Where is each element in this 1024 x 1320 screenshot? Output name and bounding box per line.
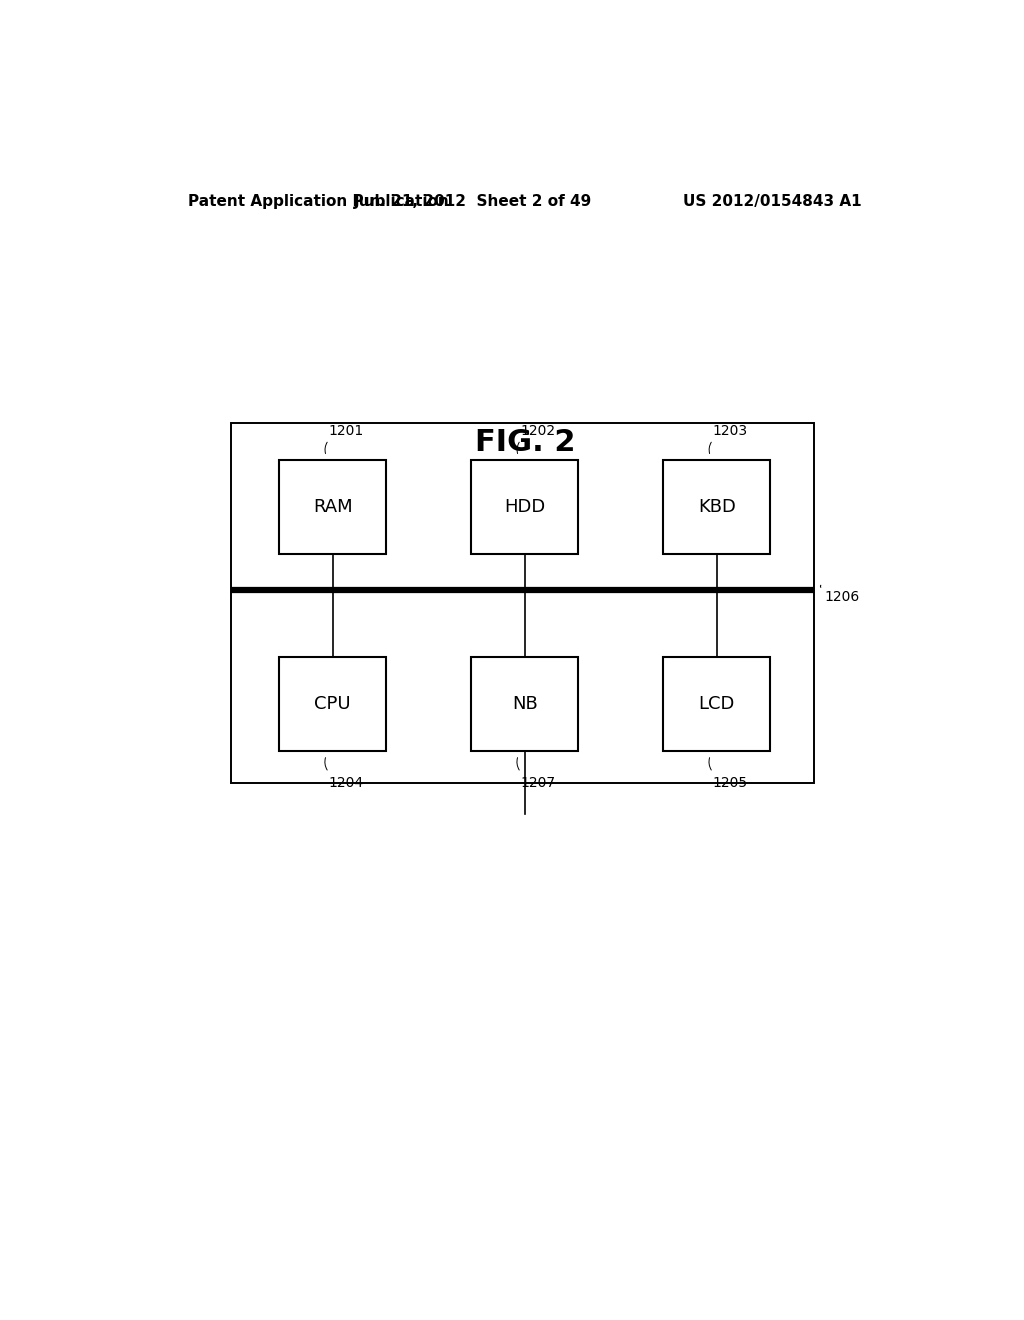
Bar bbox=[471, 461, 579, 554]
Text: LCD: LCD bbox=[698, 696, 735, 713]
Text: RAM: RAM bbox=[313, 498, 352, 516]
Bar bbox=[664, 657, 770, 751]
Bar bbox=[280, 461, 386, 554]
Text: 1206: 1206 bbox=[824, 590, 859, 605]
Text: NB: NB bbox=[512, 696, 538, 713]
Text: 1203: 1203 bbox=[713, 424, 748, 438]
Bar bbox=[664, 461, 770, 554]
Text: FIG. 2: FIG. 2 bbox=[474, 429, 575, 458]
Bar bbox=[280, 657, 386, 751]
Text: HDD: HDD bbox=[504, 498, 546, 516]
Text: CPU: CPU bbox=[314, 696, 351, 713]
Text: 1204: 1204 bbox=[329, 776, 364, 791]
Text: KBD: KBD bbox=[698, 498, 736, 516]
Text: 1205: 1205 bbox=[713, 776, 748, 791]
Text: 1202: 1202 bbox=[521, 424, 556, 438]
Text: 1201: 1201 bbox=[329, 424, 364, 438]
Text: 1207: 1207 bbox=[521, 776, 556, 791]
Bar bbox=[471, 657, 579, 751]
Text: Patent Application Publication: Patent Application Publication bbox=[187, 194, 449, 209]
Text: Jun. 21, 2012  Sheet 2 of 49: Jun. 21, 2012 Sheet 2 of 49 bbox=[354, 194, 592, 209]
Bar bbox=[231, 422, 814, 784]
Text: US 2012/0154843 A1: US 2012/0154843 A1 bbox=[683, 194, 862, 209]
